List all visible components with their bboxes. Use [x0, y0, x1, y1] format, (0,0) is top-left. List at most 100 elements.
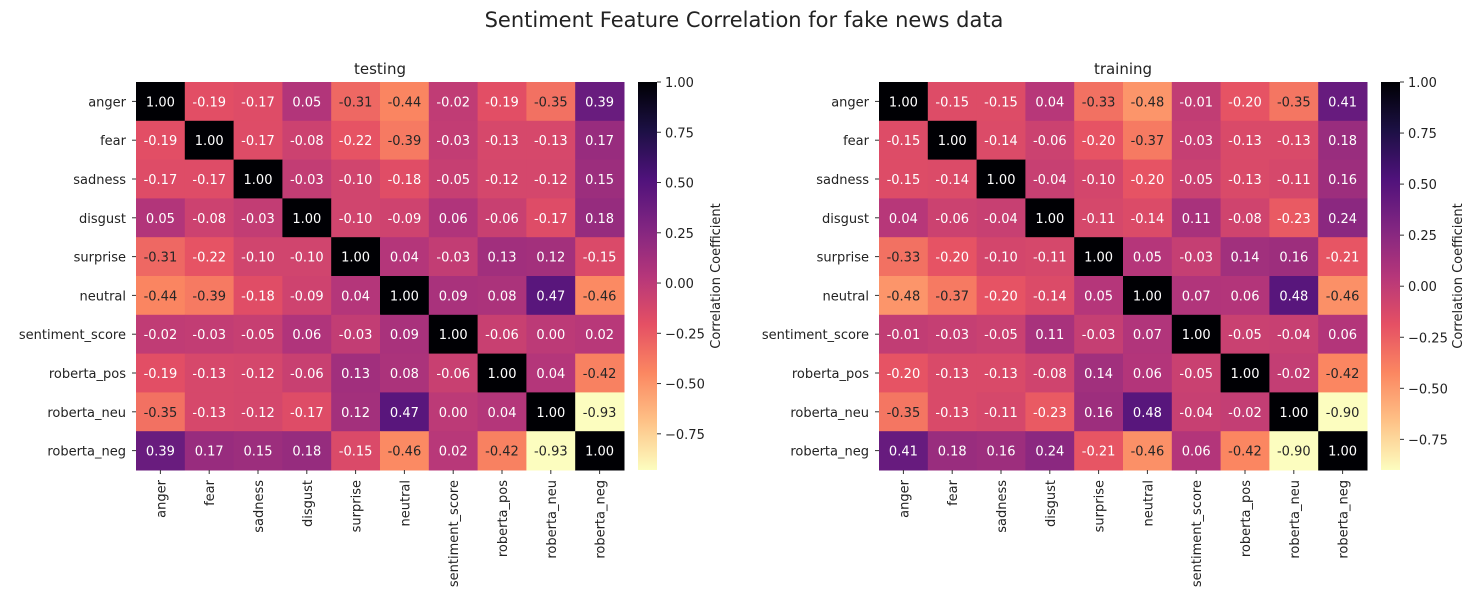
cell-value-label: -0.12 — [241, 406, 275, 421]
cell-value-label: 0.39 — [146, 445, 175, 460]
cell-value-label: -0.06 — [485, 212, 519, 227]
cell-value-label: 0.41 — [889, 445, 918, 460]
heatmap-cell — [1025, 82, 1075, 122]
heatmap-cell — [282, 120, 332, 161]
cell-value-label: 0.47 — [390, 406, 419, 421]
colorbar-tick-label: 0.75 — [665, 126, 694, 141]
cell-value-label: 1.00 — [889, 95, 918, 110]
heatmap-cell — [282, 392, 332, 432]
heatmap-cell — [575, 198, 625, 238]
colorbar-tick-label: 0.25 — [1408, 229, 1437, 244]
heatmap-cell — [477, 159, 527, 199]
heatmap-cell — [184, 120, 235, 161]
cell-value-label: -0.31 — [144, 251, 178, 266]
heatmap-cell — [1318, 431, 1368, 471]
heatmap-cell — [1074, 353, 1124, 393]
heatmap-cell — [331, 431, 381, 471]
heatmap-cell — [1318, 198, 1368, 238]
heatmap-cell — [477, 431, 527, 471]
y-tick-label: sadness — [73, 173, 126, 188]
heatmap-cell — [575, 82, 625, 122]
heatmap-cell — [1220, 276, 1270, 316]
heatmap-cell — [1318, 276, 1368, 316]
heatmap-cell — [927, 82, 978, 122]
colorbar-tick-label: −0.75 — [665, 428, 705, 443]
cell-value-label: -0.01 — [1179, 95, 1213, 110]
colorbar-label: Correlation Coefficient — [709, 203, 724, 349]
colorbar-tick-label: −0.50 — [665, 378, 705, 393]
cell-value-label: 0.16 — [987, 445, 1016, 460]
heatmap-cell — [976, 159, 1026, 199]
heatmap-cell — [233, 353, 283, 393]
heatmap-cell — [1074, 120, 1124, 161]
heatmap-cell — [233, 159, 283, 199]
heatmap-cell — [1123, 82, 1173, 122]
y-tick-label: anger — [88, 95, 126, 110]
cell-value-label: -0.03 — [192, 328, 226, 343]
cell-value-label: -0.17 — [144, 173, 178, 188]
x-tick-label: disgust — [1044, 480, 1059, 527]
heatmap-cell — [1220, 237, 1270, 277]
y-tick-label: fear — [843, 134, 870, 149]
heatmap-cell — [1074, 237, 1124, 277]
heatmap-cell — [1171, 82, 1222, 122]
y-tick-label: roberta_neu — [790, 406, 869, 421]
heatmap-cell — [428, 120, 479, 161]
heatmap-cell — [477, 120, 527, 161]
colorbar — [1381, 82, 1400, 470]
heatmap-cell — [1025, 431, 1075, 471]
cell-value-label: 0.11 — [1182, 212, 1211, 227]
heatmap-cell — [1220, 353, 1270, 393]
cell-value-label: 1.00 — [1084, 251, 1113, 266]
heatmap-cell — [1074, 198, 1124, 238]
colorbar-tick-label: 0.50 — [665, 177, 694, 192]
cell-value-label: 0.18 — [585, 212, 614, 227]
x-tick-label: anger — [897, 479, 912, 517]
cell-value-label: 1.00 — [1133, 289, 1162, 304]
heatmap-cell — [233, 392, 283, 432]
cell-value-label: 0.06 — [1182, 445, 1211, 460]
cell-value-label: -0.44 — [144, 289, 178, 304]
heatmap-cell — [1074, 276, 1124, 316]
cell-value-label: -0.22 — [339, 134, 373, 149]
heatmap-cell — [428, 198, 479, 238]
x-tick-label: roberta_neu — [545, 480, 560, 559]
cell-value-label: 0.06 — [292, 328, 321, 343]
heatmap-cell — [428, 276, 479, 316]
heatmap-cell — [879, 392, 929, 432]
cell-value-label: -0.13 — [1277, 134, 1311, 149]
heatmap-cell — [1171, 353, 1222, 393]
cell-value-label: 0.12 — [341, 406, 370, 421]
cell-value-label: 1.00 — [1231, 367, 1260, 382]
cell-value-label: -0.21 — [1082, 445, 1116, 460]
cell-value-label: -0.03 — [436, 251, 470, 266]
cell-value-label: 0.08 — [390, 367, 419, 382]
cell-value-label: 0.24 — [1328, 212, 1357, 227]
heatmap-cell — [1269, 353, 1319, 393]
heatmap-cell — [1269, 237, 1319, 277]
cell-value-label: -0.13 — [984, 367, 1018, 382]
cell-value-label: 0.06 — [1328, 328, 1357, 343]
cell-value-label: -0.19 — [144, 134, 178, 149]
heatmap-cell — [976, 198, 1026, 238]
cell-value-label: 0.13 — [341, 367, 370, 382]
heatmap-cell — [1269, 314, 1319, 355]
heatmap-cell — [331, 120, 381, 161]
cell-value-label: -0.06 — [935, 212, 969, 227]
colorbar-tick-label: 0.00 — [665, 277, 694, 292]
heatmap-cell — [976, 431, 1026, 471]
heatmap-cell — [1269, 120, 1319, 161]
heatmap-cell — [879, 159, 929, 199]
cell-value-label: -0.17 — [241, 95, 275, 110]
y-tick-label: neutral — [823, 289, 870, 304]
figure-suptitle: Sentiment Feature Correlation for fake n… — [485, 8, 1004, 32]
x-tick-label: fear — [203, 479, 218, 506]
heatmap-cell — [1171, 392, 1222, 432]
heatmap-cell — [282, 431, 332, 471]
cell-value-label: -0.08 — [1033, 367, 1067, 382]
heatmap-cell — [1123, 392, 1173, 432]
y-tick-label: disgust — [822, 212, 869, 227]
heatmap-cell — [1318, 392, 1368, 432]
cell-value-label: -0.13 — [1228, 173, 1262, 188]
heatmap-cell — [1123, 198, 1173, 238]
